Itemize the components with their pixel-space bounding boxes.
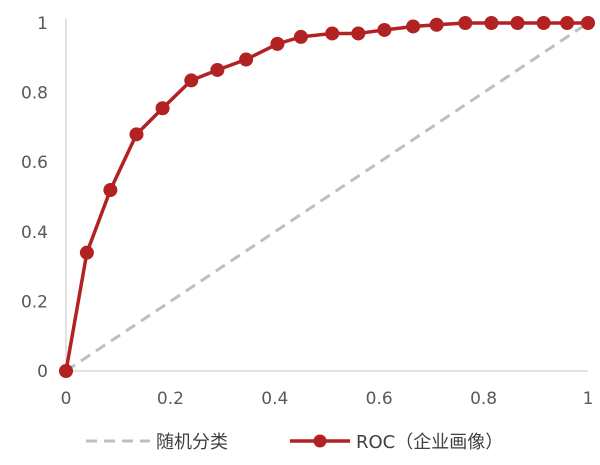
y-tick-label: 0 (37, 362, 48, 382)
y-tick-label: 0.6 (21, 153, 48, 173)
axes (65, 19, 588, 372)
y-tick-label: 1 (37, 14, 48, 34)
roc-point (129, 127, 144, 142)
roc-point (239, 52, 254, 67)
legend-random-label: 随机分类 (156, 432, 228, 453)
y-tick-labels: 0 0.2 0.4 0.6 0.8 1 (21, 14, 48, 382)
y-tick-label: 0.8 (21, 84, 48, 104)
roc-point (406, 19, 421, 34)
roc-point (293, 29, 308, 44)
roc-point (560, 16, 575, 30)
roc-point (155, 101, 170, 116)
x-tick-label: 0 (61, 389, 72, 409)
roc-point (184, 73, 199, 88)
roc-point (210, 62, 225, 77)
x-tick-label: 0.6 (366, 389, 393, 409)
roc-point (536, 16, 551, 30)
roc-point (458, 16, 473, 30)
random-classifier-line (65, 21, 589, 373)
x-tick-label: 0.4 (261, 389, 288, 409)
roc-point (270, 36, 285, 51)
roc-point (377, 22, 392, 37)
y-tick-label: 0.4 (21, 223, 48, 243)
roc-point (103, 183, 118, 198)
roc-point (581, 16, 595, 30)
roc-point (351, 26, 366, 41)
x-tick-label: 0.8 (470, 389, 497, 409)
x-tick-labels: 0 0.2 0.4 0.6 0.8 1 (61, 389, 594, 409)
x-tick-label: 0.2 (157, 389, 184, 409)
legend-roc-marker (313, 434, 327, 448)
roc-point (429, 17, 444, 32)
roc-point (59, 364, 73, 378)
x-tick-label: 1 (583, 389, 594, 409)
roc-point (325, 26, 340, 41)
y-tick-label: 0.2 (21, 292, 48, 312)
roc-point (484, 16, 499, 30)
legend: 随机分类 ROC（企业画像） (86, 432, 503, 453)
roc-point (79, 245, 94, 260)
plot-area (59, 16, 595, 378)
roc-point (510, 16, 525, 30)
legend-roc-label: ROC（企业画像） (356, 432, 503, 453)
